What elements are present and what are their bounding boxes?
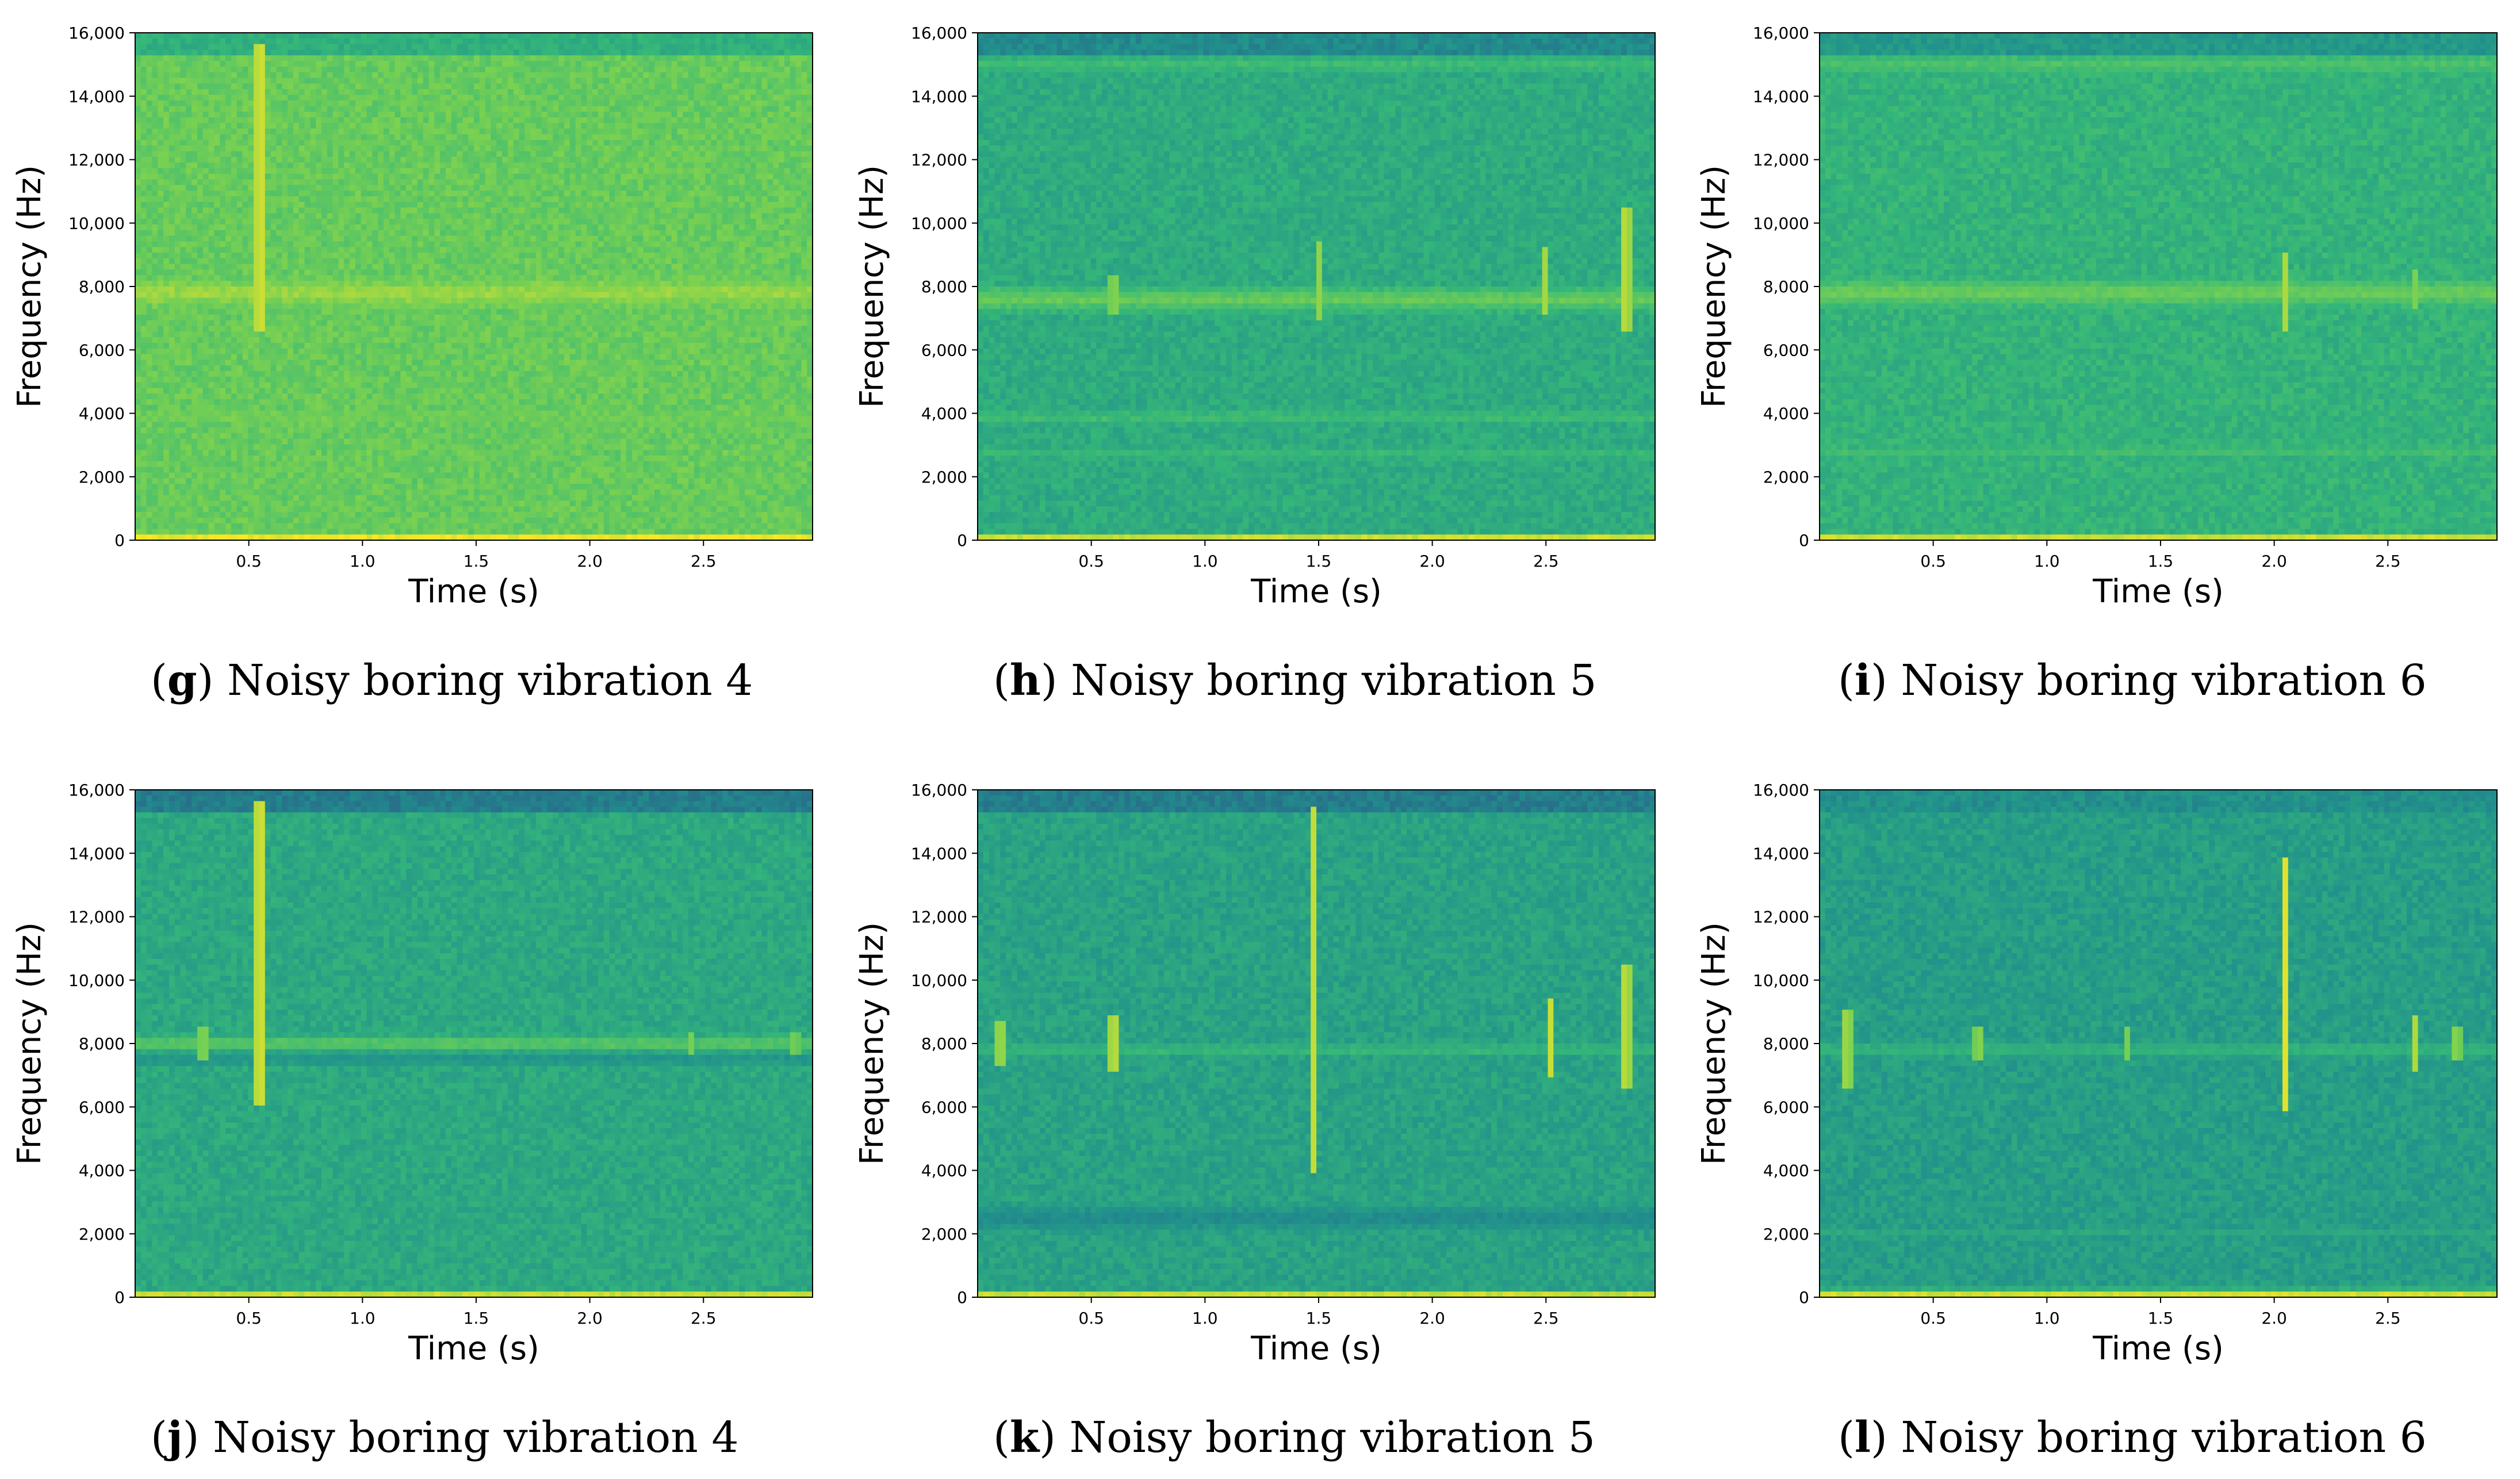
y-tick-label: 16,000 (1753, 781, 1809, 800)
heatmap-cells (1820, 790, 2498, 1298)
x-tick-label: 1.5 (2148, 1309, 2174, 1328)
x-axis-title: Time (s) (2092, 1330, 2224, 1367)
y-axis-title: Frequency (Hz) (1695, 922, 1733, 1165)
x-tick-label: 2.0 (2261, 1309, 2287, 1328)
caption-letter: l (1855, 1413, 1871, 1462)
x-tick-label: 1.0 (2034, 1309, 2060, 1328)
y-tick-label: 10,000 (1753, 971, 1809, 990)
y-tick-label: 14,000 (1753, 844, 1809, 863)
y-tick-label: 6,000 (1763, 1098, 1809, 1117)
y-tick-label: 2,000 (1763, 1225, 1809, 1244)
y-tick-label: 0 (1799, 1288, 1809, 1307)
x-tick-label: 0.5 (1920, 1309, 1946, 1328)
y-tick-label: 4,000 (1763, 1161, 1809, 1180)
subfigure-caption: (l) Noisy boring vibration 6 (1838, 1413, 2427, 1462)
y-tick-label: 12,000 (1753, 908, 1809, 927)
y-tick-label: 8,000 (1763, 1034, 1809, 1053)
caption-text: Noisy boring vibration 6 (1901, 1413, 2426, 1462)
x-tick-label: 2.5 (2375, 1309, 2401, 1328)
